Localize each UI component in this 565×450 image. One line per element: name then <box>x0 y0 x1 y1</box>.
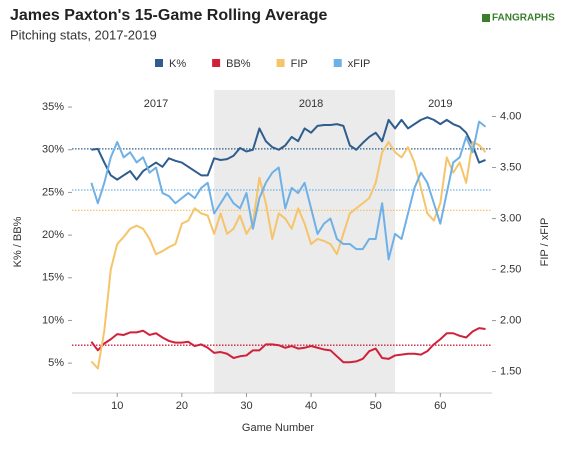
legend-label: FIP <box>291 58 308 70</box>
chart-title: James Paxton's 15-Game Rolling Average <box>10 7 328 24</box>
chart-subtitle: Pitching stats, 2017-2019 <box>10 27 157 42</box>
x-tick-label: 10 <box>111 400 123 412</box>
y2-tick-label: 3.50 <box>500 161 521 173</box>
series-line <box>90 327 486 364</box>
legend-label: K% <box>169 58 186 70</box>
y2-tick-label: 3.00 <box>500 212 521 224</box>
y2-axis-label: FIP / xFIP <box>539 218 551 267</box>
y-tick-label: 30% <box>42 144 64 156</box>
y2-tick-label: 2.50 <box>500 263 521 275</box>
legend-swatch <box>276 59 285 67</box>
series-line <box>90 120 487 261</box>
x-tick-label: 60 <box>434 400 446 412</box>
y-tick-label: 35% <box>42 101 64 113</box>
year-label: 2017 <box>144 98 168 110</box>
y2-tick-label: 4.00 <box>500 110 521 122</box>
y-tick-label: 10% <box>42 314 64 326</box>
y-tick-label: 5% <box>48 357 64 369</box>
legend-swatch <box>212 59 221 67</box>
y2-tick-label: 1.50 <box>500 365 521 377</box>
legend-label: BB% <box>226 58 251 70</box>
x-axis-label: Game Number <box>242 422 314 434</box>
x-tick-label: 20 <box>176 400 188 412</box>
series-line <box>90 141 487 370</box>
y2-tick-label: 2.00 <box>500 314 521 326</box>
logo: FANGRAPHS <box>492 13 555 24</box>
x-tick-label: 30 <box>240 400 252 412</box>
legend-swatch <box>155 59 163 67</box>
legend-swatch <box>333 59 342 67</box>
y-tick-label: 15% <box>42 272 64 284</box>
y-tick-label: 25% <box>42 186 64 198</box>
y-tick-label: 20% <box>42 229 64 241</box>
x-tick-label: 50 <box>370 400 382 412</box>
series-line <box>91 116 486 181</box>
logo-icon <box>482 14 490 22</box>
x-tick-label: 40 <box>305 400 317 412</box>
year-label: 2019 <box>428 98 452 110</box>
y-axis-label: K% / BB% <box>12 216 24 267</box>
legend-label: xFIP <box>348 58 371 70</box>
year-label: 2018 <box>299 98 323 110</box>
